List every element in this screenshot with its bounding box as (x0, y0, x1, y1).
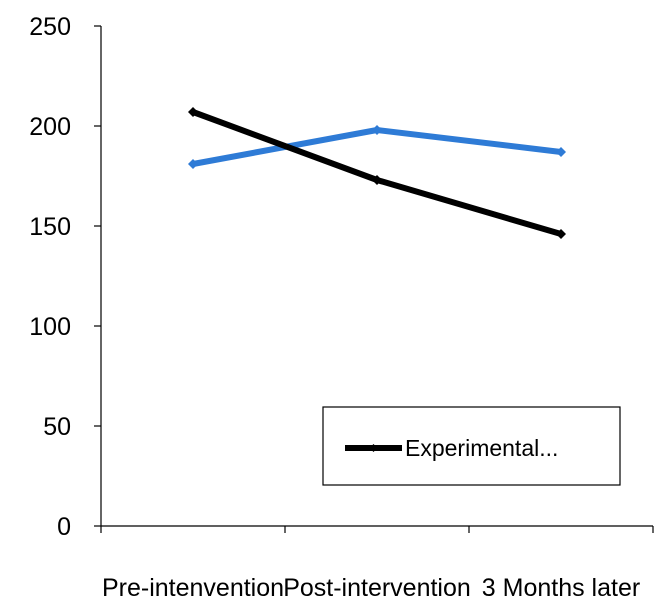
x-category-label: Post-intervention (283, 574, 471, 602)
series-2-point (556, 147, 566, 157)
series-experimental-point (188, 107, 198, 117)
y-tick-label: 200 (29, 113, 71, 141)
legend-marker-experimental (369, 444, 378, 452)
legend: Experimental... (322, 406, 621, 486)
series-2-point (188, 159, 198, 169)
series-experimental-point (372, 175, 382, 185)
y-tick-label: 100 (29, 313, 71, 341)
x-category-label: Pre-intenvention (102, 574, 284, 602)
series-experimental-point (556, 229, 566, 239)
legend-label-experimental: Experimental... (405, 435, 558, 461)
series-2-point (372, 125, 382, 135)
axes: 0 50 100 150 200 250 Pre-intenvention Post-inte… (29, 13, 654, 602)
x-category-label: 3 Months later (482, 574, 640, 602)
series-layer (188, 107, 566, 239)
y-tick-label: 50 (43, 413, 71, 441)
y-tick-label: 150 (29, 213, 71, 241)
y-tick-label: 0 (57, 513, 71, 541)
y-tick-label: 250 (29, 13, 71, 41)
